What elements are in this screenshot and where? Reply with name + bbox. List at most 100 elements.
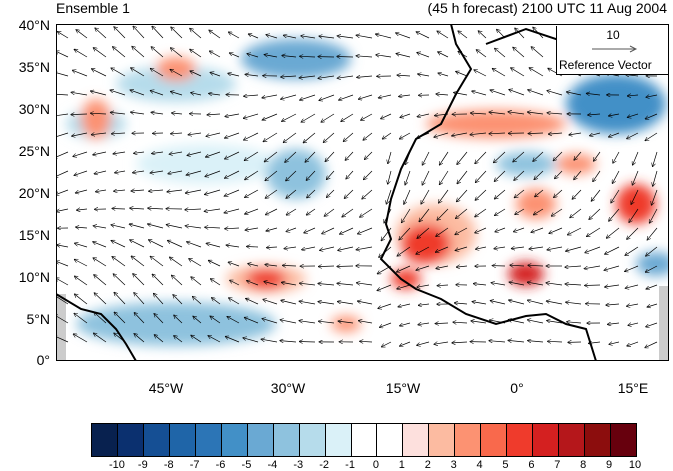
wind-vector-arrow xyxy=(645,132,658,141)
wind-vector-arrow xyxy=(302,246,316,250)
wind-vector-arrow xyxy=(186,170,202,175)
wind-vector-arrow xyxy=(280,341,297,342)
wind-vector-arrow xyxy=(151,47,164,58)
colorbar-label: -4 xyxy=(267,459,278,471)
wind-vector-arrow xyxy=(74,170,88,175)
lon-tick: 45°W xyxy=(148,380,184,396)
wind-vector-arrow xyxy=(478,31,487,39)
wind-vector-arrow xyxy=(422,151,430,165)
colorbar-swatch xyxy=(351,424,378,456)
wind-vector-arrow xyxy=(56,51,69,58)
wind-vector-arrow xyxy=(131,68,145,77)
wind-vector-arrow xyxy=(265,170,278,181)
wind-vector-arrow xyxy=(337,283,354,285)
wind-vector-arrow xyxy=(419,208,430,222)
wind-vector-arrow xyxy=(533,151,544,161)
wind-vector-arrow xyxy=(56,335,69,343)
wind-vector-arrow xyxy=(363,132,373,140)
wind-vector-arrow xyxy=(280,320,297,324)
colorbar-swatch xyxy=(585,424,612,456)
wind-vector-arrow xyxy=(229,32,240,39)
wind-vector-arrow xyxy=(247,54,259,58)
wind-vector-arrow xyxy=(230,53,240,58)
wind-vector-arrow xyxy=(265,189,278,198)
wind-vector-arrow xyxy=(285,151,297,162)
wind-vector-arrow xyxy=(187,151,202,155)
wind-vector-arrow xyxy=(422,170,430,185)
wind-vector-arrow xyxy=(75,260,88,267)
wind-vector-arrow xyxy=(650,208,658,223)
wind-vector-arrow xyxy=(344,189,354,198)
wind-vector-arrow xyxy=(339,94,354,100)
colorbar-label: -10 xyxy=(108,459,125,471)
wind-vector-arrow xyxy=(436,94,449,95)
wind-vector-arrow xyxy=(151,69,164,77)
wind-vector-arrow xyxy=(299,76,316,78)
wind-vector-arrow xyxy=(456,72,468,77)
wind-vector-arrow xyxy=(605,285,620,287)
colorbar-swatch xyxy=(273,424,300,456)
wind-vector-arrow xyxy=(249,34,259,39)
wind-vector-arrow xyxy=(417,132,430,138)
wind-vector-arrow xyxy=(284,35,297,39)
wind-vector-arrow xyxy=(604,265,620,270)
wind-vector-arrow xyxy=(91,91,107,96)
wind-vector-arrow xyxy=(489,133,506,134)
wind-vector-arrow xyxy=(384,208,392,223)
wind-vector-arrow xyxy=(627,304,639,306)
wind-vector-arrow xyxy=(114,312,126,324)
wind-vector-arrow xyxy=(91,113,107,114)
wind-vector-arrow xyxy=(418,74,430,76)
wind-vector-arrow xyxy=(319,321,335,323)
wind-vector-arrow xyxy=(356,56,373,57)
wind-vector-arrow xyxy=(418,323,430,325)
wind-vector-arrow xyxy=(318,284,335,286)
wind-vector-arrow xyxy=(567,92,582,96)
wind-vector-arrow xyxy=(417,341,430,345)
wind-vector-arrow xyxy=(338,246,354,250)
colorbar-swatch xyxy=(221,424,248,456)
wind-vector-arrow xyxy=(149,190,164,191)
wind-vector-arrow xyxy=(494,247,506,249)
wind-vector-arrow xyxy=(555,170,563,179)
wind-vector-arrow xyxy=(190,49,202,58)
wind-vector-arrow xyxy=(262,319,278,324)
lat-tick: 20°N xyxy=(18,185,50,201)
wind-vector-arrow xyxy=(472,91,487,96)
lon-tick: 0° xyxy=(510,380,524,396)
wind-vector-arrow xyxy=(56,113,69,117)
wind-vector-arrow xyxy=(494,170,506,181)
wind-vector-arrow xyxy=(209,30,221,39)
wind-vector-arrow xyxy=(299,321,316,324)
wind-vector-arrow xyxy=(171,92,183,96)
wind-vector-arrow xyxy=(628,323,639,325)
wind-vector-arrow xyxy=(168,241,183,248)
wind-vector-arrow xyxy=(546,283,563,285)
wind-vector-arrow xyxy=(529,247,544,249)
wind-vector-arrow xyxy=(191,93,202,95)
wind-vector-arrow xyxy=(514,170,525,180)
wind-vector-arrow xyxy=(489,341,506,342)
wind-vector-arrow xyxy=(133,171,145,173)
lat-tick: 5°N xyxy=(26,311,51,327)
wind-vector-arrow xyxy=(380,322,392,327)
wind-vector-arrow xyxy=(300,94,316,100)
wind-vector-arrow xyxy=(282,113,297,121)
wind-vector-arrow xyxy=(489,112,506,114)
wind-vector-arrow xyxy=(75,276,88,286)
wind-vector-arrow xyxy=(56,132,69,138)
reference-vector-label: Reference Vector xyxy=(559,58,652,72)
wind-vector-arrow xyxy=(76,30,88,39)
wind-vector-arrow xyxy=(185,226,202,228)
wind-vector-arrow xyxy=(225,113,240,117)
wind-vector-arrow xyxy=(587,227,601,236)
wind-vector-arrow xyxy=(284,247,297,249)
colorbar-label: 0 xyxy=(372,459,379,471)
wind-vector-arrow xyxy=(247,247,259,248)
wind-vector-arrow xyxy=(131,112,145,114)
wind-vector-arrow xyxy=(554,189,563,197)
wind-vector-arrow xyxy=(306,170,316,180)
wind-vector-arrow xyxy=(130,240,145,248)
colorbar-swatch xyxy=(377,424,404,456)
wind-vector-arrow xyxy=(653,151,658,166)
